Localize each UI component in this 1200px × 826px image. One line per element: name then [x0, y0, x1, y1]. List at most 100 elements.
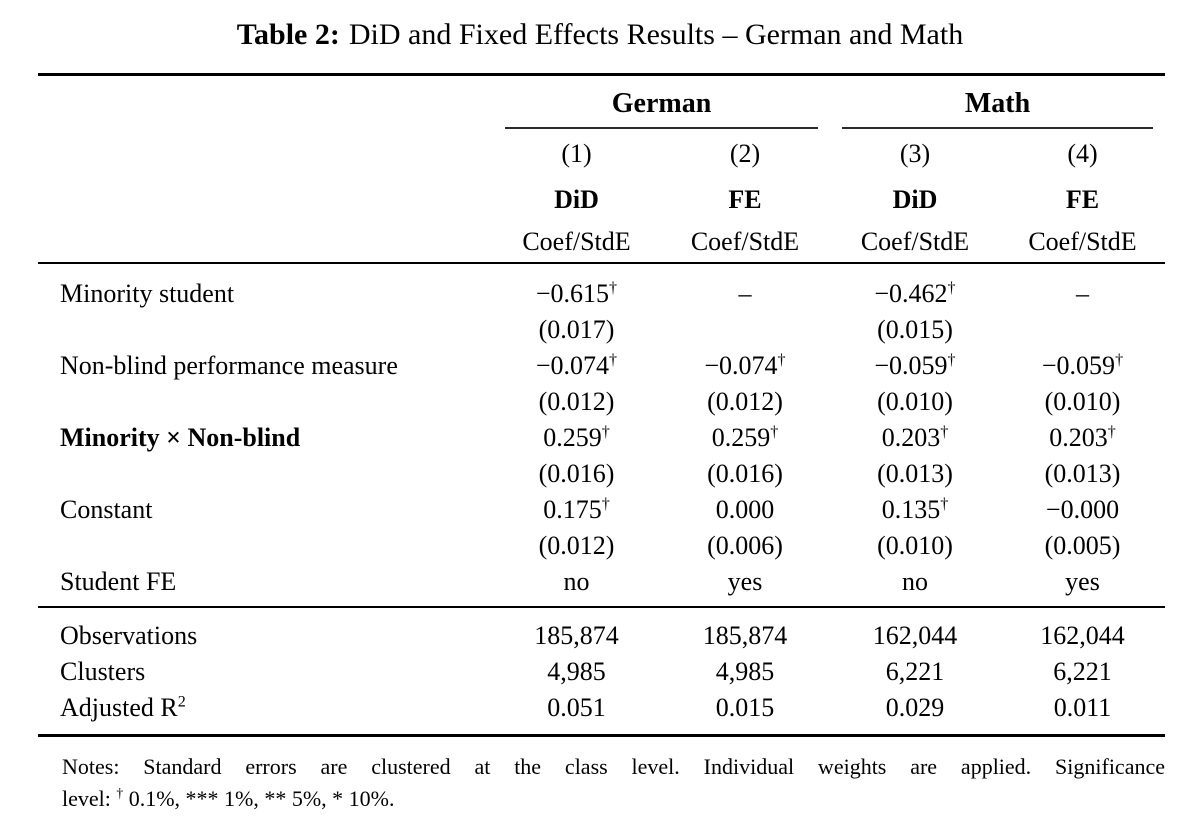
coef-cell: −0.059†	[1041, 350, 1124, 380]
variable-row-constant: Constant 0.175† 0.000 0.135† −0.000	[38, 492, 1165, 528]
column-number: (2)	[729, 138, 761, 168]
coef-cell: −0.615†	[535, 278, 618, 308]
fe-cell: no	[830, 563, 1000, 608]
se-cell: (0.012)	[538, 386, 615, 416]
notes-line-2: level: † 0.1%, *** 1%, ** 5%, * 10%.	[62, 785, 395, 811]
coef-cell: 0.175†	[543, 494, 610, 524]
row-label: Student FE	[38, 563, 493, 608]
stat-cell: 0.051	[547, 692, 606, 722]
group-label: Math	[842, 88, 1154, 129]
group-header-math: Math	[830, 75, 1165, 129]
row-label: Adjusted R2	[60, 692, 186, 722]
results-table: German Math (1) (2) (3) (4) DiD FE DiD F…	[38, 73, 1166, 737]
se-cell: (0.016)	[707, 458, 783, 488]
row-label: Minority × Non-blind	[60, 422, 301, 452]
se-cell: (0.010)	[877, 530, 953, 560]
model-header: DiD	[554, 184, 599, 214]
se-cell: (0.012)	[538, 530, 615, 560]
row-label: Constant	[60, 494, 153, 524]
column-number-row: (1) (2) (3) (4)	[38, 129, 1165, 179]
table-number: Table 2:	[236, 18, 340, 51]
stats-row-observations: Observations 185,874 185,874 162,044 162…	[38, 607, 1165, 654]
spacer-cell	[38, 528, 493, 564]
spacer-cell	[38, 75, 493, 129]
row-label: Non-blind performance measure	[60, 350, 398, 380]
spacer-cell	[38, 129, 493, 179]
se-row: (0.012) (0.006) (0.010) (0.005)	[38, 528, 1165, 564]
row-label: Minority student	[60, 278, 235, 308]
coef-cell: –	[1076, 278, 1089, 308]
coef-cell: 0.259†	[711, 422, 779, 452]
stats-row-clusters: Clusters 4,985 4,985 6,221 6,221	[38, 654, 1165, 690]
stat-cell: 0.029	[885, 692, 945, 722]
se-cell: (0.010)	[877, 386, 953, 416]
table-title: DiD and Fixed Effects Results – German a…	[348, 18, 964, 51]
stats-row-adjusted-r2: Adjusted R2 0.051 0.015 0.029 0.011	[38, 690, 1165, 736]
coef-cell: 0.135†	[881, 494, 949, 524]
se-cell: (0.012)	[707, 386, 783, 416]
column-number: (1)	[561, 138, 592, 168]
coef-cell: −0.059†	[874, 350, 956, 380]
se-cell: (0.015)	[877, 314, 953, 344]
coef-stde-header: Coef/StdE	[1000, 220, 1166, 264]
fe-cell: yes	[660, 563, 830, 608]
stat-cell: 185,874	[702, 620, 788, 650]
fe-cell: no	[493, 563, 660, 608]
paper-page: Table 2: DiD and Fixed Effects Results – …	[0, 16, 1200, 815]
stat-cell: 4,985	[547, 656, 606, 686]
se-cell	[660, 312, 830, 348]
se-cell: (0.006)	[707, 530, 783, 560]
stat-cell: 0.011	[1053, 692, 1112, 722]
coef-cell: 0.203†	[881, 422, 949, 452]
se-cell: (0.017)	[538, 314, 615, 344]
coef-stde-header: Coef/StdE	[830, 220, 1000, 264]
table-notes: Notes: Standard errors are clustered at …	[62, 751, 1165, 815]
model-header: DiD	[892, 184, 938, 214]
stat-cell: 185,874	[534, 620, 619, 650]
coef-cell: −0.074†	[535, 350, 618, 380]
notes-line-1: Notes: Standard errors are clustered at …	[62, 753, 1165, 779]
stat-cell: 6,221	[1053, 656, 1112, 686]
fe-cell: yes	[1000, 563, 1166, 608]
stat-cell: 6,221	[885, 656, 945, 686]
se-cell: (0.005)	[1044, 530, 1121, 560]
column-number: (4)	[1067, 138, 1098, 168]
stat-cell: 0.015	[715, 692, 775, 722]
coef-cell: 0.000	[715, 494, 775, 524]
group-label: German	[505, 88, 818, 129]
table-caption: Table 2: DiD and Fixed Effects Results – …	[0, 16, 1200, 54]
variable-row-minority-student: Minority student −0.615† – −0.462† –	[38, 263, 1165, 312]
row-label: Observations	[60, 620, 198, 650]
spacer-cell	[38, 312, 493, 348]
column-number: (3)	[899, 138, 931, 168]
model-header: FE	[728, 184, 762, 214]
spacer-cell	[38, 179, 493, 221]
se-cell: (0.016)	[538, 458, 615, 488]
row-label: Clusters	[60, 656, 146, 686]
stat-cell: 4,985	[715, 656, 775, 686]
se-cell: (0.010)	[1044, 386, 1121, 416]
spacer-cell	[38, 220, 493, 264]
coef-stde-header: Coef/StdE	[660, 220, 830, 264]
coef-cell: 0.259†	[543, 422, 610, 452]
model-header-row: DiD FE DiD FE	[38, 179, 1165, 221]
variable-row-interaction: Minority × Non-blind 0.259† 0.259† 0.203…	[38, 420, 1165, 456]
coef-stde-header: Coef/StdE	[493, 220, 660, 264]
se-row: (0.017) (0.015)	[38, 312, 1165, 348]
coef-cell: −0.074†	[704, 350, 786, 380]
stat-cell: 162,044	[872, 620, 958, 650]
coef-cell: –	[738, 278, 752, 308]
se-cell	[1000, 312, 1165, 348]
se-cell: (0.013)	[877, 458, 953, 488]
variable-row-non-blind: Non-blind performance measure −0.074† −0…	[38, 348, 1165, 384]
group-header-row: German Math	[38, 75, 1165, 129]
group-header-german: German	[493, 75, 830, 129]
coef-cell: −0.462†	[874, 278, 956, 308]
subheader-row: Coef/StdE Coef/StdE Coef/StdE Coef/StdE	[38, 220, 1166, 264]
coef-cell: −0.000	[1045, 494, 1120, 524]
coef-cell: 0.203†	[1049, 422, 1116, 452]
model-header: FE	[1065, 184, 1100, 214]
se-cell: (0.013)	[1044, 458, 1121, 488]
spacer-cell	[38, 456, 493, 492]
se-row: (0.012) (0.012) (0.010) (0.010)	[38, 384, 1165, 420]
